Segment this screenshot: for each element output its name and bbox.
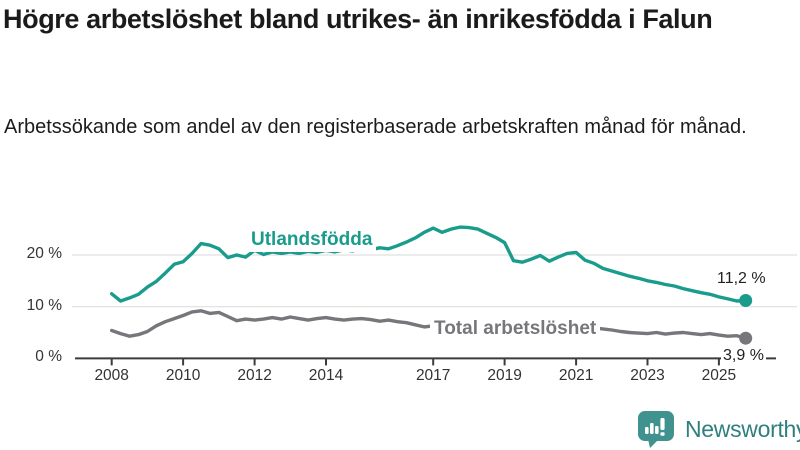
x-axis-tick-label: 2017 bbox=[415, 367, 451, 384]
newsworthy-logo[interactable]: Newsworthy bbox=[637, 410, 800, 448]
x-axis-tick-label: 2023 bbox=[630, 367, 665, 384]
series-label-utlandsfodda: Utlandsfödda bbox=[247, 228, 377, 252]
y-axis-tick-label: 20 % bbox=[26, 245, 62, 262]
newsworthy-bar-chart-bubble-icon bbox=[638, 411, 674, 448]
x-axis-tick-label: 2008 bbox=[94, 367, 129, 384]
y-axis-tick-label: 0 % bbox=[35, 348, 62, 366]
end-value-label-utlandsfodda: 11,2 % bbox=[717, 270, 766, 287]
series-end-dot-1 bbox=[739, 331, 753, 345]
series-line-0 bbox=[109, 225, 748, 303]
newsworthy-logo-text: Newsworthy bbox=[685, 416, 800, 442]
x-axis-tick-label: 2012 bbox=[237, 367, 272, 384]
chart-subtitle: Arbetssökande som andel av den registerb… bbox=[4, 116, 747, 138]
x-axis-tick-label: 2021 bbox=[558, 367, 594, 384]
x-axis-tick-label: 2014 bbox=[308, 367, 344, 384]
series-label-total-arbetsloshet: Total arbetslöshet bbox=[430, 317, 601, 341]
end-value-label-total: 3,9 % bbox=[721, 347, 766, 365]
x-axis-group bbox=[75, 357, 776, 366]
series-lines-group bbox=[109, 225, 753, 345]
series-line-1 bbox=[109, 309, 748, 340]
x-axis-tick-label: 2019 bbox=[487, 367, 522, 384]
y-axis-tick-label: 10 % bbox=[26, 296, 62, 314]
chart-title: Högre arbetslöshet bland utrikes- än inr… bbox=[3, 4, 713, 34]
x-axis-tick-label: 2010 bbox=[165, 367, 201, 384]
series-end-dot-0 bbox=[739, 294, 753, 307]
x-axis-tick-label: 2025 bbox=[701, 367, 737, 384]
